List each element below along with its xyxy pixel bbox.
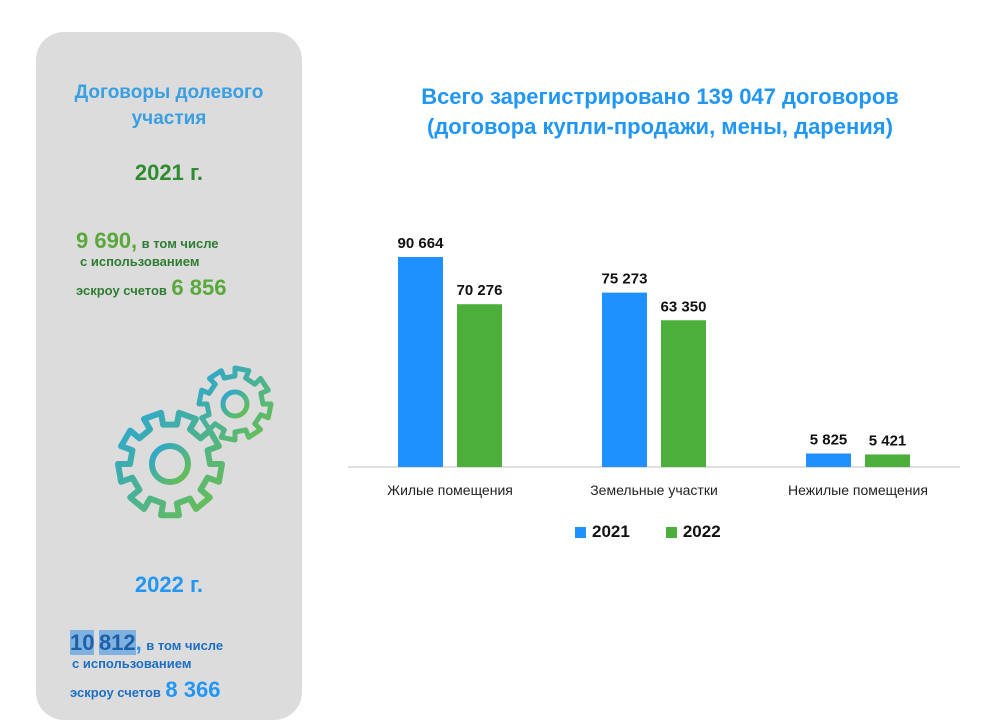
escrow-2021: 6 856 bbox=[171, 275, 227, 300]
year-2022-stats: 10 812, в том числе с использованием эск… bbox=[70, 630, 224, 702]
data-label-2022-0: 70 276 bbox=[457, 282, 503, 299]
escrow-2022: 8 366 bbox=[165, 677, 221, 702]
year-2022-label: 2022 г. bbox=[134, 572, 204, 597]
panel-title: Договоры долевого участия bbox=[74, 82, 264, 129]
chart-title: Всего зарегистрировано 139 047 договоров… bbox=[421, 84, 899, 139]
year-2021-label: 2021 г. bbox=[134, 160, 204, 185]
total-2021: 9 690, bbox=[76, 228, 138, 253]
bar-2022-1 bbox=[661, 320, 706, 467]
data-label-2022-2: 5 421 bbox=[869, 432, 907, 449]
bar-2021-1 bbox=[602, 292, 647, 467]
data-label-2021-2: 5 825 bbox=[810, 432, 848, 449]
legend-item-2021: 2021 bbox=[575, 522, 630, 542]
bar-2021-2 bbox=[806, 453, 851, 467]
legend-swatch-2022 bbox=[665, 526, 677, 538]
total-2022-part2: 812 bbox=[98, 630, 136, 655]
left-info-panel: Договоры долевого участия 2021 г. 9 690,… bbox=[36, 32, 302, 720]
bar-2022-2 bbox=[865, 454, 910, 467]
bar-2021-0 bbox=[398, 256, 443, 467]
gears-icon bbox=[115, 365, 274, 519]
chart-legend: 2021 2022 bbox=[575, 522, 721, 542]
data-label-2022-1: 63 350 bbox=[661, 298, 707, 315]
legend-item-2022: 2022 bbox=[665, 522, 721, 542]
data-label-2021-0: 90 664 bbox=[398, 235, 445, 252]
category-label-1: Земельные участки bbox=[590, 482, 718, 498]
legend-swatch-2021 bbox=[575, 526, 586, 538]
category-label-0: Жилые помещения bbox=[387, 482, 513, 498]
year-2021-stats: 9 690, в том числе с использованием эскр… bbox=[76, 228, 227, 300]
bar-2022-0 bbox=[457, 304, 502, 467]
category-label-2: Нежилые помещения bbox=[788, 482, 928, 498]
total-2022-part1: 10 bbox=[70, 630, 95, 655]
bar-chart: 90 664 70 276 Жилые помещения 75 273 63 350 З… bbox=[348, 235, 960, 498]
data-label-2021-1: 75 273 bbox=[602, 271, 648, 288]
